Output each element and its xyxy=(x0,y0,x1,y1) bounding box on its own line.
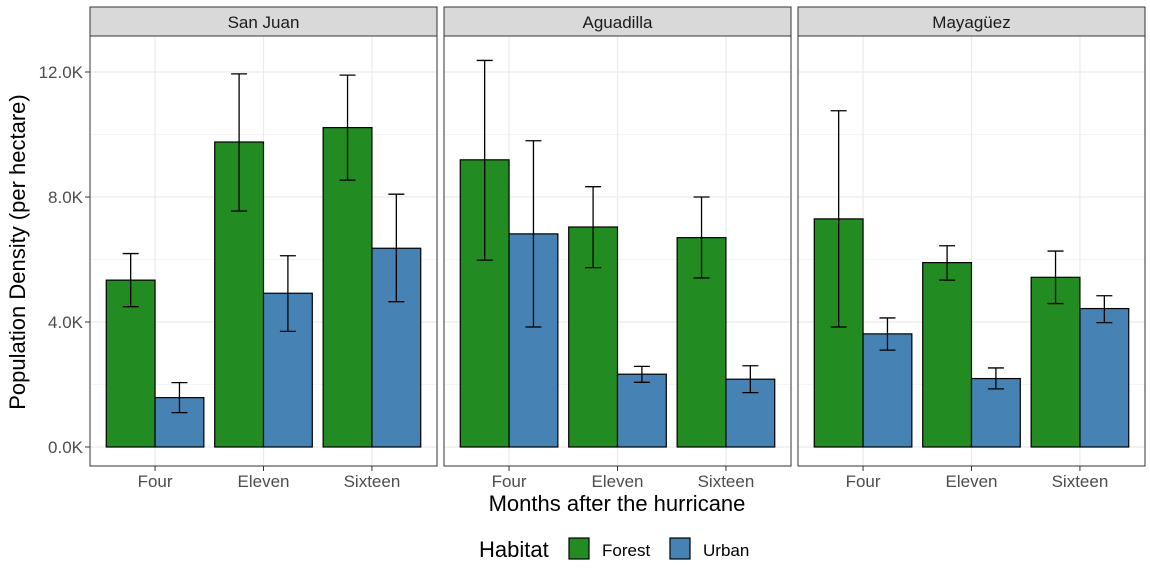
facet-strip-label: Mayagüez xyxy=(932,13,1010,32)
x-tick-label: Four xyxy=(846,472,881,491)
y-axis-title: Population Density (per hectare) xyxy=(5,94,30,410)
bar-forest-four xyxy=(105,279,156,448)
legend-title: Habitat xyxy=(479,537,549,562)
error-bar-forest-four xyxy=(122,252,139,308)
bar-forest-sixteen xyxy=(322,127,373,448)
error-bar-forest-sixteen xyxy=(693,196,710,279)
error-bar-urban-four xyxy=(879,317,896,351)
y-tick-label: 0.0K xyxy=(48,438,84,457)
panel-border xyxy=(797,35,1146,467)
error-bar-forest-four xyxy=(830,110,847,328)
facet-strip xyxy=(443,6,792,37)
x-tick-label: Sixteen xyxy=(698,472,755,491)
panel-san-juan: San Juan Four Eleven Sixteen xyxy=(89,6,438,491)
bar-forest-four xyxy=(813,218,864,448)
error-bar-urban-eleven xyxy=(987,367,1004,390)
error-bar-urban-sixteen xyxy=(388,193,405,303)
error-bar-forest-eleven xyxy=(231,73,248,212)
error-bar-urban-four xyxy=(525,140,542,328)
facet-strip-label: San Juan xyxy=(228,13,300,32)
bar-urban-sixteen xyxy=(1079,307,1130,448)
legend-label-forest: Forest xyxy=(602,541,650,560)
error-bar-forest-sixteen xyxy=(339,74,356,181)
error-bar-urban-four xyxy=(171,381,188,414)
bar-urban-four xyxy=(862,333,913,448)
bar-urban-eleven xyxy=(970,377,1021,448)
legend-key-urban xyxy=(669,537,691,560)
legend: Habitat Forest Urban xyxy=(479,537,749,562)
error-bar-forest-eleven xyxy=(585,186,602,269)
legend-key-forest xyxy=(568,537,590,560)
facet-strip xyxy=(797,6,1146,37)
x-tick-label: Four xyxy=(138,472,173,491)
x-tick-label: Eleven xyxy=(238,472,290,491)
panel-mayag-ez: Mayagüez Four Eleven Sixteen xyxy=(797,6,1146,491)
error-bar-urban-eleven xyxy=(279,255,296,333)
bar-urban-eleven xyxy=(616,373,667,448)
x-tick-label: Eleven xyxy=(592,472,644,491)
y-axis: 0.0K 4.0K 8.0K 12.0K xyxy=(39,63,90,457)
bar-urban-four xyxy=(154,397,205,448)
x-tick-label: Sixteen xyxy=(344,472,401,491)
error-bar-urban-sixteen xyxy=(742,365,759,394)
panels: San Juan Four Eleven Sixteen Aguadilla Four El… xyxy=(89,6,1146,491)
legend-label-urban: Urban xyxy=(703,541,749,560)
x-tick-label: Eleven xyxy=(946,472,998,491)
panel-border xyxy=(443,35,792,467)
bar-forest-eleven xyxy=(922,262,973,448)
error-bar-urban-sixteen xyxy=(1096,295,1113,324)
x-tick-label: Sixteen xyxy=(1052,472,1109,491)
y-tick-label: 8.0K xyxy=(48,188,84,207)
error-bar-urban-eleven xyxy=(633,365,650,383)
x-axis-title: Months after the hurricane xyxy=(489,491,746,516)
error-bar-forest-sixteen xyxy=(1047,250,1064,305)
panel-aguadilla: Aguadilla Four Eleven Sixteen xyxy=(443,6,792,491)
bar-forest-sixteen xyxy=(676,237,727,448)
x-tick-label: Four xyxy=(492,472,527,491)
panel-border xyxy=(89,35,438,467)
bar-forest-eleven xyxy=(568,226,619,448)
y-tick-label: 4.0K xyxy=(48,313,84,332)
facet-strip xyxy=(89,6,438,37)
facet-strip-label: Aguadilla xyxy=(583,13,653,32)
error-bar-forest-eleven xyxy=(939,245,956,281)
error-bar-forest-four xyxy=(476,59,493,261)
y-tick-label: 12.0K xyxy=(39,63,84,82)
